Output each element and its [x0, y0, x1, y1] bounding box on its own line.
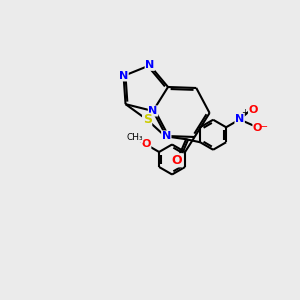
Text: N: N [119, 71, 128, 81]
Text: N: N [235, 115, 244, 124]
Text: CH₃: CH₃ [126, 133, 143, 142]
Text: S: S [142, 113, 152, 126]
Text: +: + [242, 108, 248, 117]
Text: O: O [248, 106, 258, 116]
Text: −: − [260, 122, 268, 132]
Text: O: O [253, 124, 262, 134]
Text: N: N [148, 106, 158, 116]
Text: O: O [141, 140, 151, 149]
Text: O: O [172, 154, 182, 167]
Text: N: N [162, 131, 171, 141]
Text: N: N [145, 60, 154, 70]
